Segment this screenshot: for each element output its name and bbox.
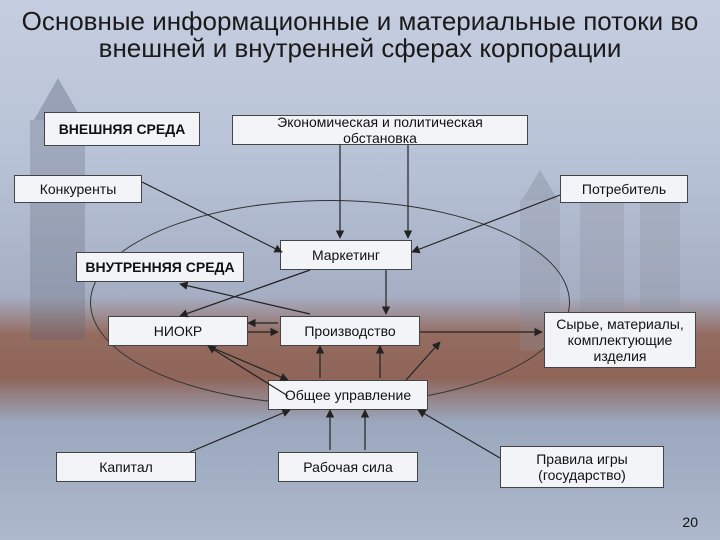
label: Экономическая и политическая обстановка bbox=[241, 114, 519, 146]
box-production: Производство bbox=[280, 316, 420, 346]
label: Правила игры (государство) bbox=[509, 451, 655, 483]
box-capital: Капитал bbox=[56, 452, 196, 482]
box-labor: Рабочая сила bbox=[278, 452, 418, 482]
label: Производство bbox=[304, 323, 395, 339]
box-economic-political: Экономическая и политическая обстановка bbox=[232, 115, 528, 145]
label: Конкуренты bbox=[40, 181, 117, 197]
box-external-env: ВНЕШНЯЯ СРЕДА bbox=[44, 112, 200, 146]
label: Рабочая сила bbox=[303, 459, 392, 475]
label: Маркетинг bbox=[312, 247, 380, 263]
box-consumer: Потребитель bbox=[560, 175, 688, 203]
page-title: Основные информационные и материальные п… bbox=[15, 8, 705, 63]
label: ВНУТРЕННЯЯ СРЕДА bbox=[85, 259, 234, 275]
box-government: Правила игры (государство) bbox=[500, 446, 664, 488]
box-competitors: Конкуренты bbox=[14, 175, 142, 203]
box-management: Общее управление bbox=[268, 380, 428, 410]
label: Сырье, материалы, комплектующие изделия bbox=[553, 316, 687, 364]
page-number: 20 bbox=[682, 514, 698, 530]
box-rnd: НИОКР bbox=[108, 316, 248, 346]
label: Потребитель bbox=[582, 181, 666, 197]
box-marketing: Маркетинг bbox=[280, 240, 412, 270]
label: Общее управление bbox=[285, 387, 411, 403]
label: ВНЕШНЯЯ СРЕДА bbox=[59, 121, 186, 137]
label: Капитал bbox=[99, 459, 153, 475]
box-raw-materials: Сырье, материалы, комплектующие изделия bbox=[544, 312, 696, 368]
label: НИОКР bbox=[154, 323, 203, 339]
inner-ellipse bbox=[90, 200, 570, 405]
box-internal-env: ВНУТРЕННЯЯ СРЕДА bbox=[76, 252, 244, 282]
